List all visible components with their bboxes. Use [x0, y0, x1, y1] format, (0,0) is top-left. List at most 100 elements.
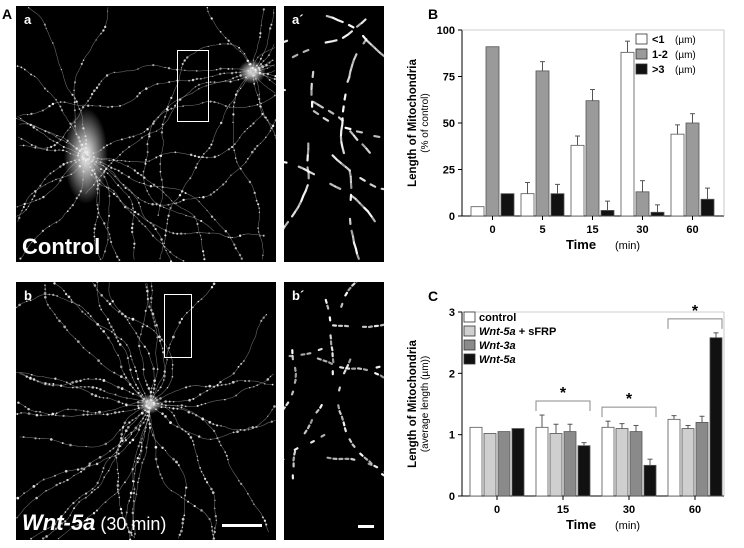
- bar: [601, 426, 615, 497]
- neurite: [251, 71, 276, 94]
- bar: [500, 193, 515, 217]
- mitochondrion: [308, 170, 316, 176]
- mitochondrion: [317, 347, 323, 352]
- mitochondrion: [359, 177, 366, 182]
- panel-label-c: C: [428, 288, 439, 304]
- mitochondrion: [367, 211, 373, 218]
- bar: [667, 418, 681, 497]
- neurite: [16, 294, 151, 405]
- bar: [485, 46, 500, 217]
- neurite: [251, 44, 275, 73]
- mitochondrion: [309, 419, 314, 424]
- mitochondrion: [331, 154, 338, 160]
- x-tick-label: 5: [539, 224, 545, 236]
- neurite: [148, 403, 187, 539]
- mitochondrion: [342, 421, 346, 427]
- legend-swatch: [463, 353, 476, 365]
- neurite: [149, 380, 273, 405]
- mitochondrion: [310, 440, 315, 444]
- y-tick-label: 75: [443, 72, 455, 84]
- mitochondrion: [320, 433, 326, 438]
- mitochondrion: [374, 372, 380, 376]
- mitochondrion: [350, 457, 356, 461]
- legend-label: <1: [652, 34, 665, 46]
- bar: [629, 431, 643, 497]
- significance-asterisk: *: [626, 391, 633, 408]
- y-axis-title: Length of Mitochondria: [407, 340, 419, 468]
- neurite: [85, 120, 276, 206]
- neurite: [16, 118, 87, 157]
- mitochondrion: [293, 378, 297, 384]
- x-tick-label: 0: [494, 504, 500, 516]
- bar: [511, 428, 525, 497]
- neurite: [85, 155, 243, 259]
- neurite: [85, 155, 120, 261]
- mitochondrion: [359, 202, 365, 209]
- bar: [670, 133, 685, 217]
- x-tick-label: 60: [689, 504, 701, 516]
- mitochondrion: [378, 51, 384, 58]
- bar: [620, 51, 635, 217]
- mitochondrion: [341, 147, 346, 155]
- mitochondrion: [379, 323, 384, 327]
- mitochondrion: [343, 93, 347, 101]
- bar: [497, 431, 511, 497]
- mitochondrion: [359, 452, 364, 457]
- neurite: [149, 282, 158, 405]
- mitochondrion: [344, 126, 352, 131]
- bar: [483, 433, 497, 497]
- mitochondrion: [344, 166, 352, 172]
- neurite: [85, 155, 172, 262]
- mitochondrion: [315, 409, 320, 414]
- legend-swatch: [463, 339, 476, 351]
- mitochondrion: [348, 170, 352, 178]
- mitochondrion: [368, 460, 373, 465]
- mitochondrion: [338, 410, 342, 415]
- y-axis-subtitle: (average length (µm)): [420, 356, 431, 452]
- bar: [695, 421, 709, 497]
- neurite: [85, 155, 264, 238]
- neurite: [149, 403, 269, 533]
- neurite: [251, 71, 276, 140]
- x-tick-label: 60: [686, 224, 698, 236]
- neurite: [232, 71, 264, 260]
- mitochondrion: [290, 390, 295, 396]
- significance-asterisk: *: [560, 385, 567, 402]
- mitochondrion: [297, 165, 305, 170]
- neurite: [17, 401, 151, 416]
- condition-time: (30 min): [95, 514, 167, 534]
- mitochondrion: [373, 464, 379, 469]
- neurite: [73, 7, 109, 157]
- x-tick-label: 30: [636, 224, 648, 236]
- x-axis-title: Time: [566, 237, 596, 252]
- y-tick-label: 0: [449, 491, 455, 503]
- mitochondrion: [354, 198, 361, 204]
- neurite: [251, 71, 275, 80]
- mitochondrion: [362, 368, 369, 372]
- mitochondrion: [324, 298, 328, 304]
- legend-label: Wnt-5a + sFRP: [479, 326, 556, 338]
- legend-label-rest: + sFRP: [516, 326, 557, 338]
- bar: [563, 431, 577, 497]
- mitochondrion: [348, 358, 352, 364]
- mitochondrion: [342, 369, 347, 375]
- mitochondrion: [293, 447, 299, 451]
- mitochondrion: [317, 103, 324, 109]
- mitochondrion: [380, 187, 384, 191]
- x-tick-label: 0: [489, 224, 495, 236]
- mitochondrion: [17, 401, 20, 404]
- mitochondrion: [340, 141, 344, 149]
- bar: [570, 144, 585, 217]
- mitochondrion: [340, 415, 344, 421]
- legend-label: Wnt-3a: [479, 340, 516, 352]
- neurite: [20, 155, 87, 259]
- mitochondrion: [345, 363, 350, 369]
- mitochondrion: [322, 359, 328, 363]
- mitochondrion: [355, 253, 360, 260]
- mitochondrion: [349, 130, 355, 137]
- mitochondrion: [293, 450, 297, 456]
- bar: [650, 211, 665, 217]
- neurite: [138, 283, 152, 405]
- mitochondrion: [351, 235, 355, 243]
- mitochondrion: [306, 424, 311, 430]
